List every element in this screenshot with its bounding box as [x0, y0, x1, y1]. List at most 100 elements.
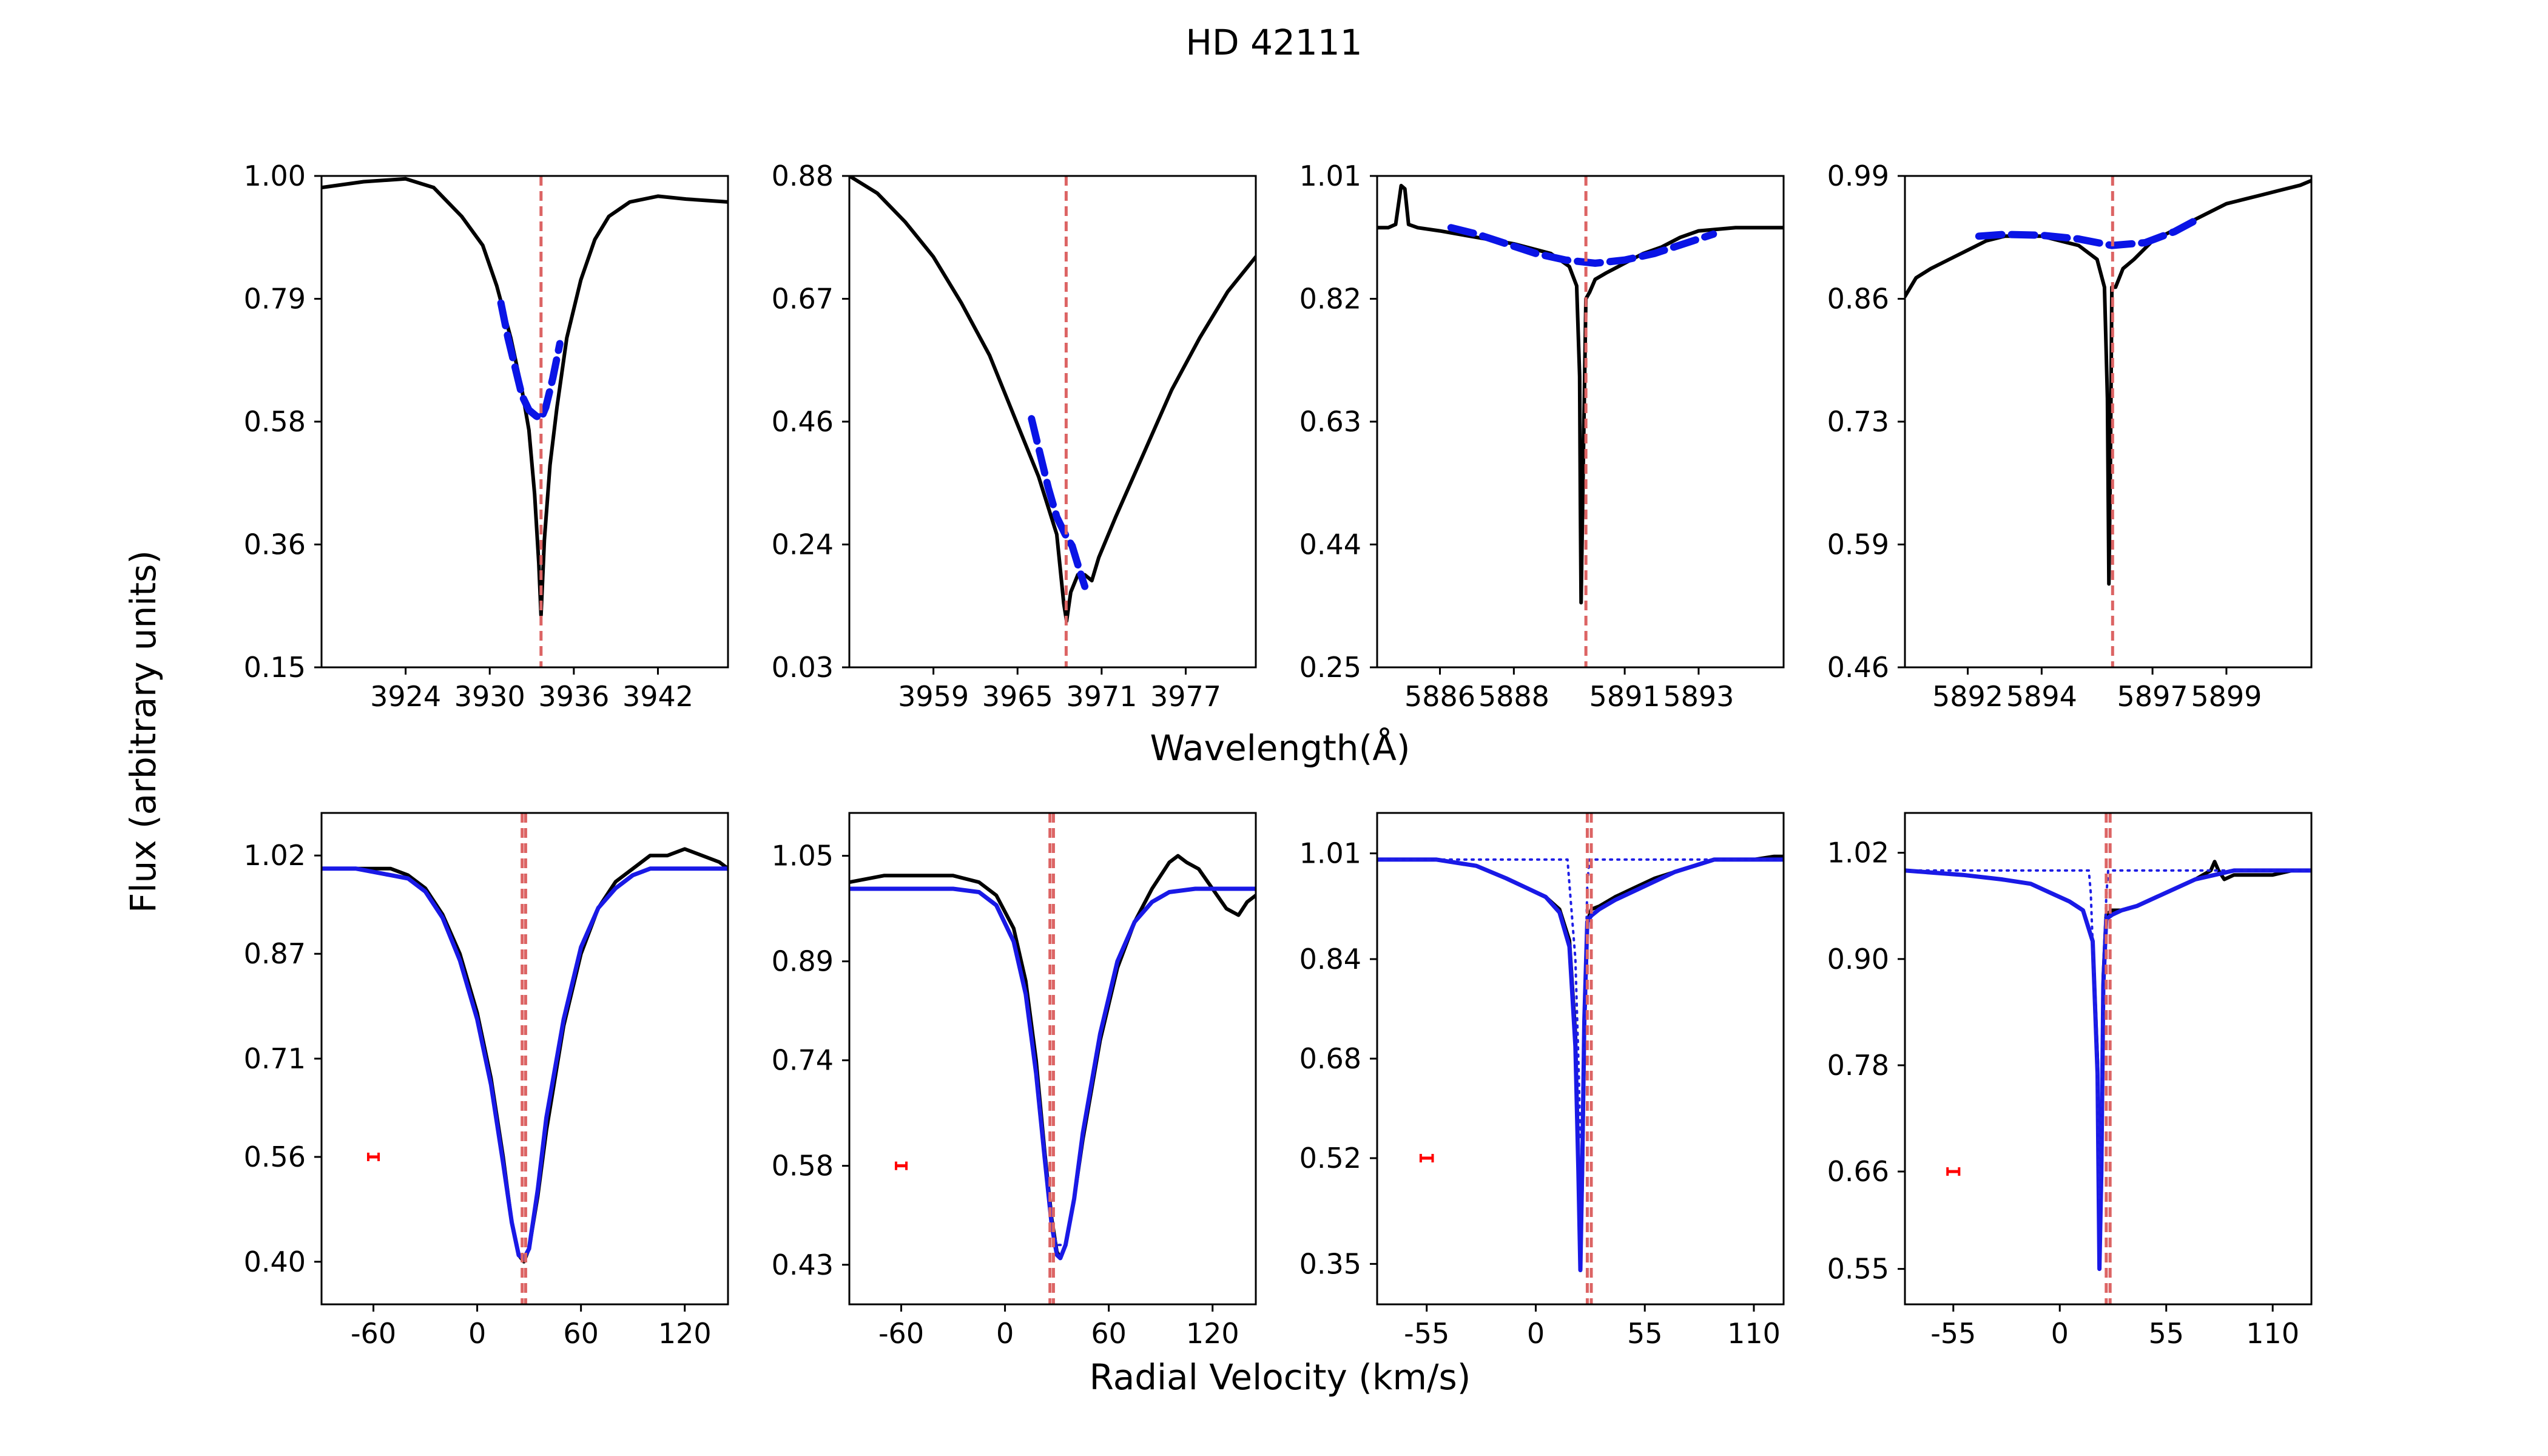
series-observed-line	[1377, 184, 1784, 605]
y-tick-label: 0.58	[772, 1150, 834, 1182]
chart-panel-4: 5892 5894 5897 5899 0.46 0.59 0.73 0.86 0.99	[1827, 160, 2313, 713]
y-tick-label: 0.66	[1827, 1155, 1889, 1188]
y-tick-label: 0.79	[244, 283, 306, 315]
plot-area	[1905, 813, 2311, 1304]
y-tick-label: 0.73	[1827, 405, 1889, 438]
series-observed-line	[1905, 178, 2311, 586]
y-tick-label: 0.63	[1299, 405, 1361, 438]
chart-panel-8: -55 0 55 110 0.55 0.66 0.78 0.90 1.02	[1827, 812, 2313, 1350]
x-tick-label: -55	[1930, 1317, 1976, 1350]
y-tick-label: 1.02	[1827, 837, 1889, 869]
y-tick-label: 0.36	[244, 528, 306, 561]
x-tick-label: 110	[2246, 1317, 2299, 1350]
axes-frame	[848, 175, 1257, 669]
y-tick-label: 0.71	[244, 1042, 306, 1075]
y-tick-label: 0.03	[772, 651, 834, 684]
x-tick-label: 5891	[1589, 680, 1660, 713]
x-tick-label: 3965	[982, 680, 1053, 713]
y-tick-label: 1.05	[772, 840, 834, 872]
series-fit-line	[322, 866, 728, 1261]
x-tick-label: 120	[1186, 1317, 1239, 1350]
panels: 3924 3930 3936 3942 0.15 0.36 0.58 0.79 1.00 3959…	[244, 160, 2313, 1350]
y-tick-label: 0.74	[772, 1044, 834, 1077]
y-tick-label: 0.99	[1827, 160, 1889, 192]
y-tick-label: 0.46	[1827, 651, 1889, 684]
y-tick-label: 1.01	[1299, 160, 1361, 192]
x-tick-label: 0	[1527, 1317, 1545, 1350]
y-tick-label: 0.15	[244, 651, 306, 684]
x-tick-label: 3930	[454, 680, 525, 713]
figure-title: HD 42111	[1185, 22, 1362, 63]
y-tick-label: 0.88	[772, 160, 834, 192]
x-axis-label-wavelength: Wavelength(Å)	[1150, 727, 1410, 769]
series-model-line	[1028, 415, 1089, 590]
y-tick-label: 1.00	[244, 160, 306, 192]
series-model-line	[1975, 214, 2205, 249]
series-fit-line	[1905, 868, 2311, 1272]
y-tick-label: 0.56	[244, 1141, 306, 1173]
y-tick-label: 0.35	[1299, 1247, 1361, 1280]
x-tick-label: 5888	[1478, 680, 1549, 713]
error-bar	[894, 1161, 908, 1170]
series-fit-line	[849, 886, 1256, 1261]
chart-panel-2: 3959 3965 3971 3977 0.03 0.24 0.46 0.67 0.88	[772, 160, 1257, 713]
y-tick-label: 0.89	[772, 945, 834, 978]
y-tick-label: 0.40	[244, 1245, 306, 1278]
y-tick-label: 0.59	[1827, 528, 1889, 561]
error-bar	[1419, 1154, 1434, 1163]
y-tick-label: 0.43	[772, 1249, 834, 1281]
x-tick-label: 5899	[2191, 680, 2262, 713]
plot-area	[322, 176, 728, 667]
series-model-line	[1447, 224, 1717, 267]
x-tick-label: 55	[2148, 1317, 2184, 1350]
x-tick-label: 5894	[2006, 680, 2077, 713]
chart-panel-1: 3924 3930 3936 3942 0.15 0.36 0.58 0.79 1.00	[244, 160, 729, 713]
x-tick-label: 5893	[1663, 680, 1734, 713]
plot-area	[1377, 176, 1784, 667]
chart-panel-5: -60 0 60 120 0.40 0.56 0.71 0.87 1.02	[244, 812, 729, 1350]
x-tick-label: 60	[563, 1317, 599, 1350]
x-tick-label: 0	[468, 1317, 486, 1350]
x-tick-label: -60	[351, 1317, 396, 1350]
x-tick-label: 3959	[898, 680, 969, 713]
y-tick-label: 0.55	[1827, 1253, 1889, 1286]
x-tick-label: -60	[878, 1317, 924, 1350]
y-axis-label: Flux (arbitrary units)	[123, 550, 164, 913]
y-tick-label: 0.67	[772, 283, 834, 315]
series-fit-line	[1377, 857, 1784, 1273]
y-tick-label: 0.58	[244, 405, 306, 438]
plot-area	[322, 813, 728, 1304]
x-tick-label: 3971	[1066, 680, 1137, 713]
plot-area	[849, 813, 1256, 1304]
y-tick-label: 0.52	[1299, 1142, 1361, 1175]
x-tick-label: 0	[2051, 1317, 2069, 1350]
x-tick-label: 3942	[622, 680, 693, 713]
y-tick-label: 0.68	[1299, 1042, 1361, 1075]
error-bar	[366, 1153, 380, 1161]
plot-area	[849, 176, 1256, 667]
x-tick-label: 60	[1091, 1317, 1127, 1350]
series-observed-line	[849, 176, 1256, 623]
chart-panel-6: -60 0 60 120 0.43 0.58 0.74 0.89 1.05	[772, 812, 1257, 1350]
axes-frame	[1904, 812, 2313, 1306]
x-tick-label: 5886	[1404, 680, 1475, 713]
x-tick-label: 5892	[1932, 680, 2003, 713]
y-tick-label: 0.86	[1827, 283, 1889, 315]
chart-panel-3: 5886 5888 5891 5893 0.25 0.44 0.63 0.82 1.01	[1299, 160, 1785, 713]
series-component-line	[1377, 858, 1784, 1141]
x-tick-label: 5897	[2117, 680, 2188, 713]
axes-frame	[320, 175, 729, 669]
x-tick-label: 3924	[370, 680, 441, 713]
y-tick-label: 1.02	[244, 839, 306, 872]
x-tick-label: 55	[1627, 1317, 1663, 1350]
x-tick-label: 110	[1727, 1317, 1781, 1350]
plot-area	[1905, 176, 2311, 667]
y-tick-label: 0.84	[1299, 943, 1361, 976]
plot-area	[1377, 813, 1784, 1304]
x-axis-label-velocity: Radial Velocity (km/s)	[1090, 1357, 1471, 1398]
x-tick-label: -55	[1404, 1317, 1449, 1350]
y-tick-label: 0.82	[1299, 283, 1361, 315]
y-tick-label: 0.46	[772, 405, 834, 438]
axes-frame	[848, 812, 1257, 1306]
